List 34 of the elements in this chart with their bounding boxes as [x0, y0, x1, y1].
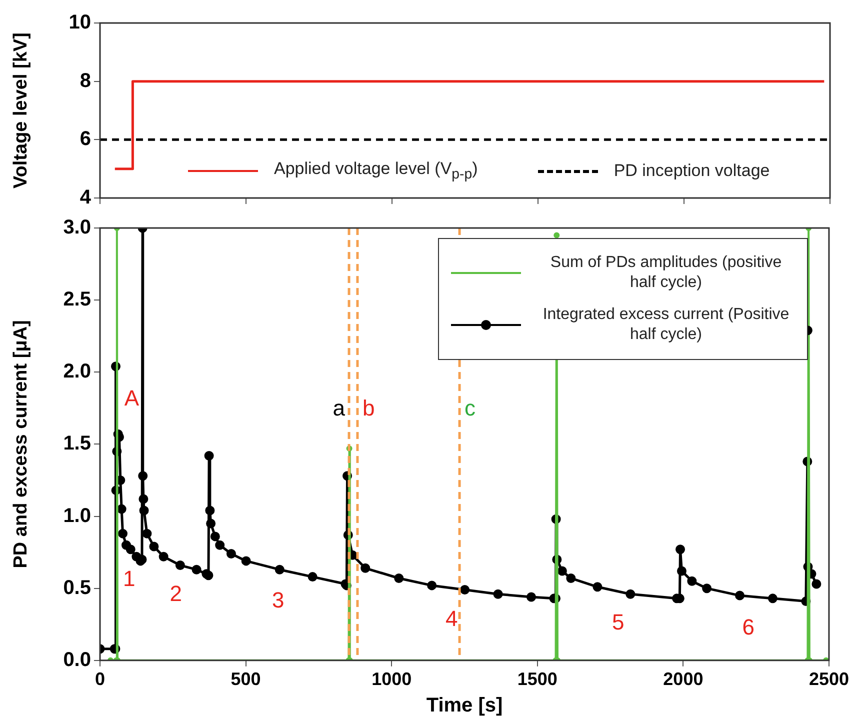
y-tick-label: 0.0 [63, 648, 91, 671]
annotation: 3 [272, 587, 284, 612]
legend-label: PD inception voltage [614, 161, 770, 182]
x-tick-label: 500 [230, 669, 261, 690]
ref-line-label: a [332, 396, 346, 421]
y-axis-title: Voltage level [kV] [10, 32, 32, 188]
y-tick-label: 3.0 [63, 216, 91, 239]
y-tick-label: 10 [68, 12, 91, 34]
y-tick-label: 1.5 [63, 432, 91, 455]
y-tick-label: 2.5 [63, 288, 91, 311]
legend-label: Applied voltage level (V$_{p-p}$) [274, 158, 478, 184]
y-tick-label: 0.5 [63, 576, 91, 599]
x-tick-label: 1000 [372, 669, 412, 690]
legend-label: Sum of PDs amplitudes (positive half cycle) [549, 253, 783, 293]
annotation: 2 [170, 581, 182, 606]
ref-line-label: c [464, 396, 476, 421]
annotation: 6 [742, 614, 754, 640]
x-tick-label: 2500 [808, 669, 849, 690]
annotation: A [124, 386, 140, 411]
y-axis-title: PD and excess current [μA] [10, 320, 32, 568]
x-tick-label: 1500 [517, 669, 558, 690]
x-tick-label: 0 [94, 669, 106, 690]
y-tick-label: 6 [80, 128, 91, 150]
legend-label: Integrated excess current (Positive half cycle) [542, 305, 790, 345]
annotation: 5 [612, 609, 624, 634]
y-tick-label: 8 [80, 70, 91, 92]
x-tick-label: 2000 [663, 669, 704, 690]
y-tick-label: 1.0 [63, 504, 91, 527]
y-tick-label: 2.0 [63, 360, 91, 383]
y-tick-label: 4 [80, 186, 92, 209]
x-axis-title: Time [s] [426, 694, 503, 717]
ref-line-label: b [362, 396, 375, 421]
annotation: 1 [123, 566, 136, 592]
annotation: 4 [446, 606, 458, 632]
